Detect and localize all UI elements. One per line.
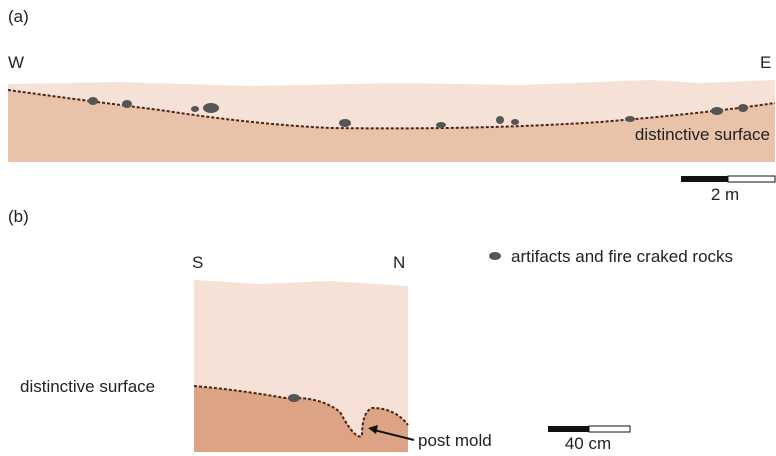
scale-bar bbox=[548, 426, 589, 432]
scale-bar bbox=[681, 176, 728, 182]
surface-line bbox=[193, 385, 409, 438]
panel-label: (a) bbox=[8, 7, 29, 26]
legend-label: artifacts and fire craked rocks bbox=[511, 247, 733, 266]
rock bbox=[288, 394, 300, 402]
scale-bar bbox=[727, 175, 776, 183]
panel-label: (b) bbox=[8, 207, 29, 226]
post-mold-label: post mold bbox=[418, 431, 492, 450]
surface-label: distinctive surface bbox=[635, 125, 770, 144]
direction-label: S bbox=[192, 253, 203, 272]
lower-layer bbox=[194, 386, 408, 452]
direction-label: N bbox=[393, 253, 405, 272]
arrow-head bbox=[368, 425, 378, 434]
scale-bar bbox=[588, 425, 631, 433]
arrow bbox=[373, 429, 415, 441]
rocks bbox=[88, 97, 748, 128]
lower-layer bbox=[8, 90, 775, 162]
scale-label: 2 m bbox=[711, 185, 739, 204]
direction-label: E bbox=[760, 53, 771, 72]
direction-label: W bbox=[8, 53, 24, 72]
legend-symbol bbox=[489, 252, 501, 260]
scale-label: 40 cm bbox=[565, 434, 611, 453]
surface-label: distinctive surface bbox=[20, 377, 155, 396]
